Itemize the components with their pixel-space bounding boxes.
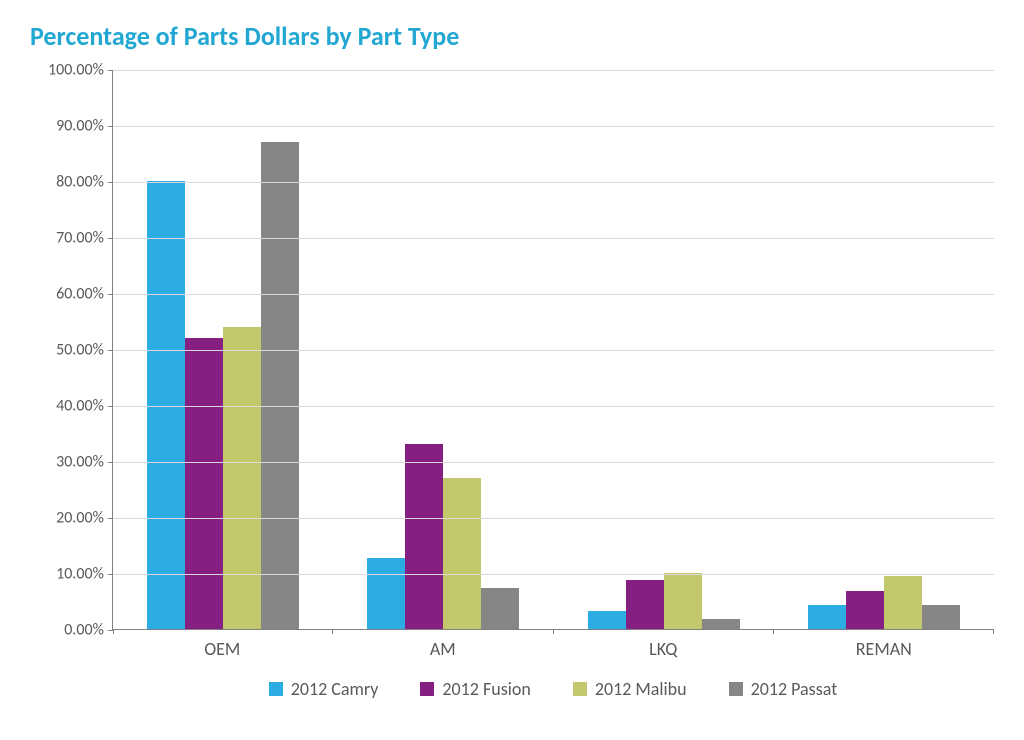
grid-line — [113, 70, 994, 71]
legend-label: 2012 Passat — [751, 678, 838, 700]
y-axis: 0.00%10.00%20.00%30.00%40.00%50.00%60.00… — [30, 70, 112, 630]
y-tick-label: 70.00% — [56, 229, 104, 248]
legend-item: 2012 Fusion — [420, 678, 530, 700]
x-tick-mark — [113, 629, 114, 634]
grid-line — [113, 126, 994, 127]
y-tick-mark — [108, 238, 113, 239]
bar — [588, 611, 626, 629]
x-tick-mark — [553, 629, 554, 634]
grid-line — [113, 406, 994, 407]
grid-line — [113, 182, 994, 183]
y-tick-label: 30.00% — [56, 453, 104, 472]
x-tick-mark — [993, 629, 994, 634]
bar — [185, 338, 223, 629]
y-tick-label: 100.00% — [48, 61, 104, 80]
y-tick-mark — [108, 350, 113, 351]
bar — [846, 591, 884, 629]
legend-label: 2012 Malibu — [595, 678, 687, 700]
y-tick-mark — [108, 406, 113, 407]
bar — [223, 327, 261, 629]
x-tick-mark — [773, 629, 774, 634]
y-tick-mark — [108, 294, 113, 295]
legend-swatch — [269, 682, 283, 696]
legend-swatch — [573, 682, 587, 696]
legend-label: 2012 Fusion — [442, 678, 530, 700]
legend-item: 2012 Malibu — [573, 678, 687, 700]
chart-title: Percentage of Parts Dollars by Part Type — [30, 20, 994, 52]
bar — [808, 605, 846, 629]
y-tick-label: 20.00% — [56, 509, 104, 528]
grid-line — [113, 574, 994, 575]
legend: 2012 Camry 2012 Fusion 2012 Malibu 2012 Pas… — [112, 678, 994, 700]
legend-item: 2012 Passat — [729, 678, 838, 700]
y-tick-label: 40.00% — [56, 397, 104, 416]
grid-line — [113, 238, 994, 239]
bar — [664, 573, 702, 629]
legend-swatch — [420, 682, 434, 696]
y-tick-label: 0.00% — [64, 621, 104, 640]
y-tick-label: 10.00% — [56, 565, 104, 584]
bar — [702, 619, 740, 629]
x-axis-label: LKQ — [553, 630, 774, 660]
bar — [626, 580, 664, 629]
y-tick-label: 90.00% — [56, 117, 104, 136]
legend-item: 2012 Camry — [269, 678, 379, 700]
y-tick-mark — [108, 630, 113, 631]
plot-area — [112, 70, 994, 630]
chart-container: Percentage of Parts Dollars by Part Type… — [0, 0, 1024, 740]
y-tick-label: 80.00% — [56, 173, 104, 192]
y-tick-mark — [108, 70, 113, 71]
x-tick-mark — [332, 629, 333, 634]
y-tick-mark — [108, 182, 113, 183]
y-tick-mark — [108, 462, 113, 463]
plot-outer: 0.00%10.00%20.00%30.00%40.00%50.00%60.00… — [30, 70, 994, 630]
legend-swatch — [729, 682, 743, 696]
grid-line — [113, 294, 994, 295]
y-tick-mark — [108, 126, 113, 127]
x-axis-label: OEM — [112, 630, 333, 660]
grid-line — [113, 462, 994, 463]
y-tick-mark — [108, 574, 113, 575]
bar — [481, 588, 519, 629]
x-axis-label: REMAN — [774, 630, 995, 660]
y-tick-label: 60.00% — [56, 285, 104, 304]
bar — [147, 181, 185, 629]
grid-line — [113, 518, 994, 519]
y-tick-mark — [108, 518, 113, 519]
bar — [443, 478, 481, 629]
bar — [405, 444, 443, 629]
legend-label: 2012 Camry — [291, 678, 379, 700]
grid-line — [113, 350, 994, 351]
x-axis-label: AM — [333, 630, 554, 660]
bar — [261, 142, 299, 629]
bar — [884, 576, 922, 629]
bar — [922, 605, 960, 629]
y-tick-label: 50.00% — [56, 341, 104, 360]
x-axis-labels: OEMAMLKQREMAN — [112, 630, 994, 660]
bar — [367, 558, 405, 629]
